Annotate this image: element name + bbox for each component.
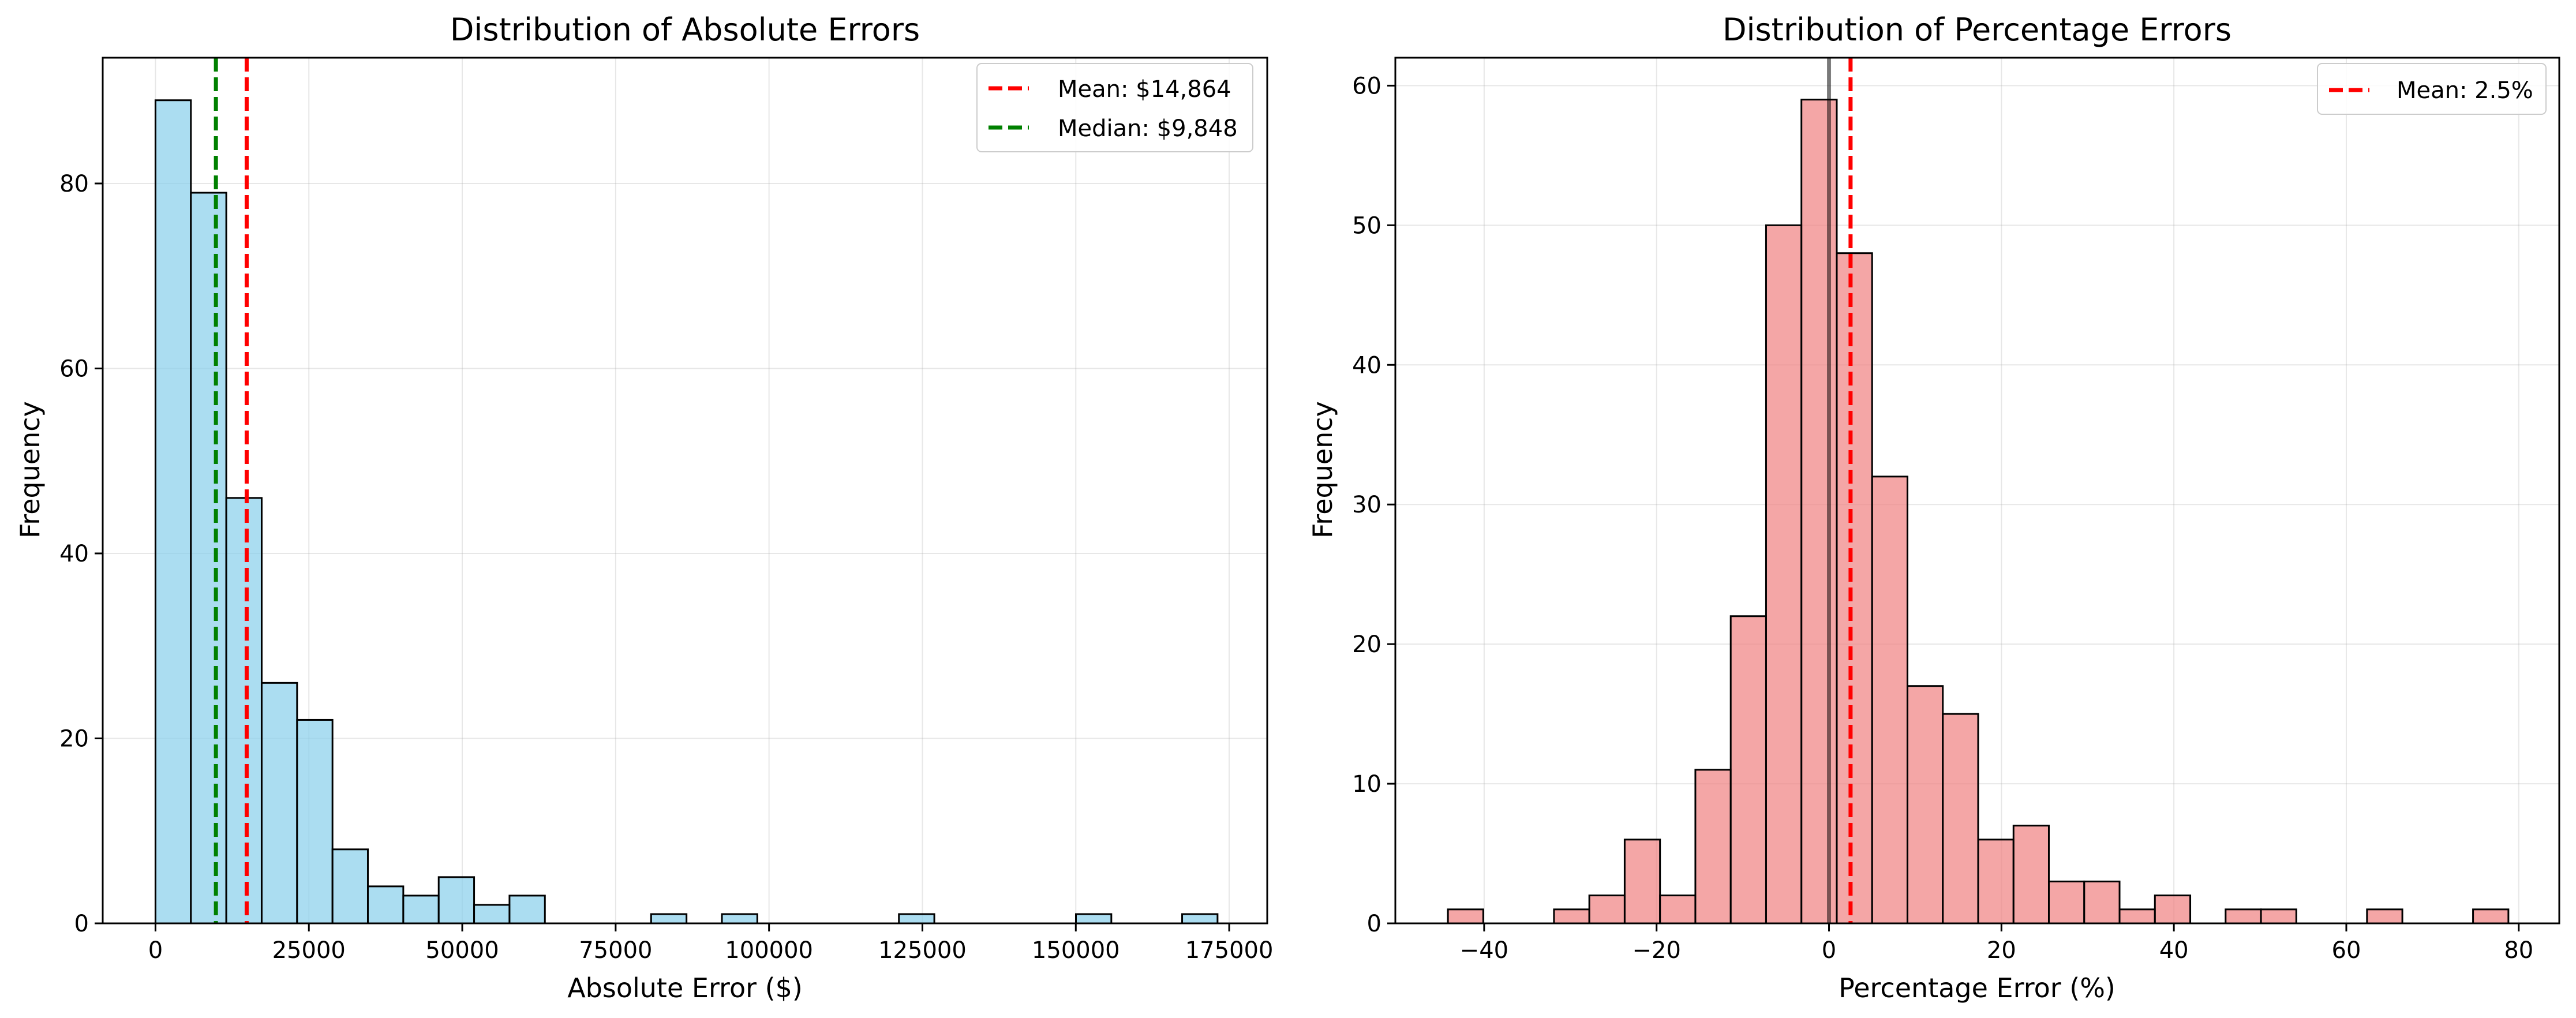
x-tick-label: 20: [1987, 937, 2016, 964]
histogram-bar: [1588, 895, 1626, 925]
y-tick-label: 40: [59, 541, 89, 567]
histogram-bar: [296, 718, 334, 925]
axes: −40 −20 0 20 40 60 80 0 10 20 30 40 50 60: [1352, 57, 2560, 964]
legend: Mean: 2.5%: [2317, 63, 2547, 115]
legend-label-median: Median: $9,848: [1058, 115, 1238, 142]
histogram-bar: [650, 913, 688, 925]
histogram-bar: [1074, 913, 1113, 925]
histogram-bar: [2260, 908, 2297, 925]
histogram-bar: [154, 99, 192, 925]
histogram-bar: [1871, 476, 1908, 925]
x-axis-label: Absolute Error ($): [567, 972, 803, 1004]
x-tick-label: 0: [148, 937, 163, 964]
reference-lines: [214, 58, 249, 923]
histogram-bar: [2012, 825, 2050, 925]
x-tick-label: 100000: [725, 937, 813, 964]
legend-box: [976, 63, 1253, 152]
histogram-bar: [1553, 908, 1590, 925]
x-tick-label: −20: [1632, 937, 1680, 964]
histogram-bar: [331, 848, 369, 925]
chart-absolute-errors: 0 25000 50000 75000 100000 125000 150000 175000…: [14, 12, 1273, 1004]
y-tick-label: 10: [1352, 771, 1381, 798]
histogram-bar: [1942, 713, 1979, 925]
plot-frame: [1394, 57, 2560, 925]
histogram-bar: [367, 885, 405, 925]
x-tick-label: 25000: [272, 937, 346, 964]
legend-label-mean: Mean: 2.5%: [2397, 77, 2533, 104]
histogram-bar: [2048, 880, 2085, 925]
y-tick-label: 40: [1352, 352, 1381, 379]
histogram-bar: [1906, 685, 1944, 925]
bars: [154, 99, 1219, 925]
y-axis-label: Frequency: [14, 401, 46, 538]
histogram-bar: [1181, 913, 1219, 925]
y-tick-label: 0: [1367, 911, 1381, 937]
histogram-bar: [260, 682, 298, 925]
y-tick-label: 80: [59, 171, 89, 197]
y-tick-label: 20: [1352, 631, 1381, 658]
histogram-bar: [1765, 224, 1803, 925]
histogram-bar: [2083, 880, 2121, 925]
legend: Mean: $14,864 Median: $9,848: [976, 63, 1253, 152]
gridlines: [103, 58, 1267, 924]
histogram-bar: [2472, 908, 2510, 925]
legend-box: [2317, 63, 2547, 115]
histogram-bar: [1447, 908, 1484, 925]
y-tick-label: 50: [1352, 212, 1381, 239]
histogram-bar: [2366, 908, 2403, 925]
x-tick-label: 175000: [1185, 937, 1274, 964]
histogram-bar: [898, 913, 935, 925]
legend-label-mean: Mean: $14,864: [1058, 76, 1231, 103]
histogram-bar: [2154, 895, 2192, 925]
histogram-bar: [2118, 908, 2156, 925]
histogram-bar: [508, 895, 546, 925]
y-tick-label: 30: [1352, 492, 1381, 518]
histogram-bar: [1800, 99, 1838, 925]
chart-title: Distribution of Percentage Errors: [1723, 12, 2231, 48]
histogram-bar: [437, 876, 475, 925]
axes: 0 25000 50000 75000 100000 125000 150000 175000…: [59, 57, 1274, 964]
histogram-bar: [190, 192, 227, 925]
histogram-bar: [225, 497, 263, 925]
histogram-bar: [1694, 769, 1732, 925]
y-tick-label: 60: [59, 355, 89, 382]
histogram-bar: [473, 904, 511, 925]
bars: [1447, 99, 2510, 925]
x-tick-label: 50000: [425, 937, 499, 964]
x-tick-label: 60: [2332, 937, 2361, 964]
x-tick-label: 75000: [579, 937, 652, 964]
reference-lines: [1827, 58, 1853, 923]
x-tick-label: 40: [2159, 937, 2189, 964]
histogram-bar: [2225, 908, 2262, 925]
histogram-bar: [1623, 839, 1661, 925]
chart-title: Distribution of Absolute Errors: [450, 12, 920, 48]
histogram-bar: [1729, 615, 1767, 925]
y-tick-label: 60: [1352, 73, 1381, 99]
x-tick-label: 0: [1822, 937, 1836, 964]
histogram-bar: [721, 913, 758, 925]
y-tick-label: 0: [74, 911, 89, 937]
x-tick-label: 80: [2504, 937, 2533, 964]
histogram-bar: [402, 895, 440, 925]
y-axis-label: Frequency: [1307, 401, 1338, 538]
x-tick-label: 125000: [878, 937, 967, 964]
plot-frame: [102, 57, 1268, 925]
histogram-bar: [1659, 895, 1697, 925]
x-tick-label: 150000: [1032, 937, 1120, 964]
x-axis-label: Percentage Error (%): [1839, 972, 2116, 1004]
histogram-bar: [1836, 252, 1873, 925]
chart-percentage-errors: −40 −20 0 20 40 60 80 0 10 20 30 40 50 60 Distributio…: [1307, 12, 2560, 1004]
x-tick-label: −40: [1460, 937, 1508, 964]
histogram-bar: [1977, 839, 2015, 925]
y-tick-label: 20: [59, 725, 89, 752]
